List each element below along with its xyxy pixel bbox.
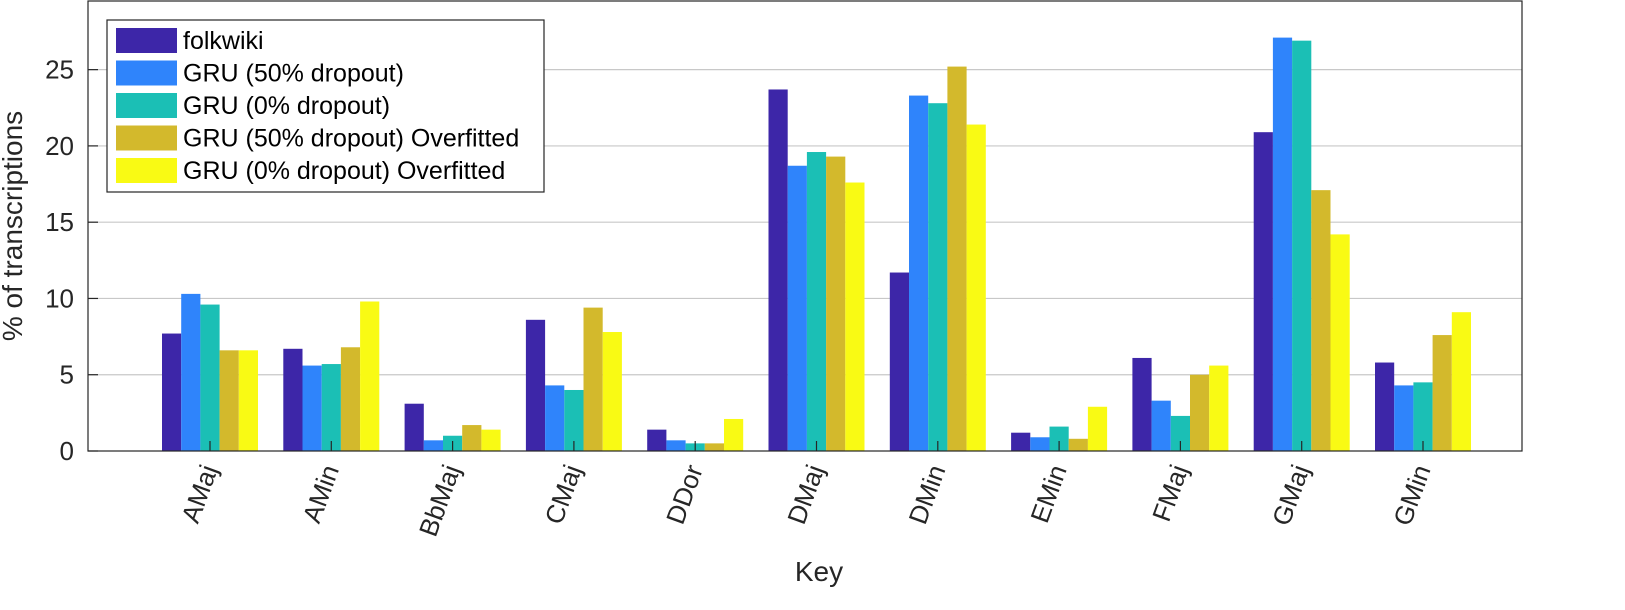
bar-EMin-2 — [1049, 426, 1069, 451]
bar-DMin-0 — [889, 272, 909, 451]
bar-CMaj-4 — [602, 332, 622, 451]
bar-AMaj-3 — [219, 350, 239, 451]
x-tick-label: DMaj — [781, 461, 830, 528]
y-axis-title: % of transcriptions — [0, 111, 28, 341]
bar-DMaj-4 — [845, 182, 865, 451]
y-tick-label: 5 — [60, 360, 74, 390]
bar-AMin-1 — [302, 365, 322, 451]
bar-AMin-3 — [340, 347, 361, 451]
legend-swatch — [116, 158, 177, 183]
bar-AMaj-1 — [181, 293, 201, 451]
bar-AMin-2 — [321, 364, 341, 451]
bar-GMin-3 — [1432, 335, 1452, 451]
x-tick-label: FMaj — [1146, 461, 1194, 526]
bar-AMin-0 — [283, 348, 303, 451]
legend-swatch — [116, 60, 177, 86]
bar-DMaj-1 — [787, 165, 807, 451]
bar-DMaj-2 — [806, 152, 827, 451]
bar-DMin-1 — [909, 95, 929, 452]
bar-GMaj-0 — [1253, 132, 1273, 451]
legend-label: GRU (0% dropout) — [183, 92, 390, 120]
y-tick-label: 25 — [45, 55, 74, 85]
x-tick-label: DMin — [902, 461, 951, 528]
legend-swatch — [116, 93, 177, 118]
bar-BbMaj-3 — [462, 425, 482, 451]
bar-GMaj-2 — [1292, 40, 1312, 452]
bar-EMin-4 — [1087, 406, 1108, 451]
bar-BbMaj-0 — [404, 403, 424, 451]
bar-DMaj-0 — [768, 89, 788, 451]
bar-GMaj-4 — [1330, 234, 1350, 451]
bar-EMin-1 — [1030, 437, 1050, 451]
x-tick-label: AMaj — [175, 461, 223, 527]
x-tick-label: BbMaj — [413, 461, 466, 541]
bar-GMin-4 — [1451, 312, 1471, 451]
y-tick-label: 10 — [45, 283, 74, 313]
legend-swatch — [116, 125, 177, 151]
bar-AMaj-2 — [200, 304, 220, 451]
bar-CMaj-3 — [583, 307, 603, 451]
bar-BbMaj-1 — [423, 440, 443, 451]
bar-GMaj-3 — [1311, 190, 1331, 452]
x-tick-label: DDor — [660, 460, 709, 528]
bar-EMin-3 — [1068, 438, 1088, 451]
legend-label: folkwiki — [183, 27, 264, 55]
bar-GMin-0 — [1375, 362, 1395, 451]
bar-CMaj-2 — [564, 389, 584, 451]
legend-label: GRU (50% dropout) Overfitted — [183, 125, 519, 153]
legend-swatch — [116, 28, 177, 53]
bar-FMaj-2 — [1170, 415, 1190, 451]
bar-DDor-3 — [704, 443, 724, 451]
y-tick-label: 0 — [60, 436, 74, 466]
bar-EMin-0 — [1011, 432, 1031, 451]
bar-FMaj-3 — [1190, 374, 1210, 451]
bar-DMin-3 — [947, 66, 967, 451]
legend-box — [106, 19, 545, 193]
bar-DDor-0 — [647, 429, 667, 451]
plot-frame — [87, 0, 1523, 452]
bar-AMaj-4 — [238, 350, 258, 451]
bar-GMin-1 — [1394, 385, 1414, 451]
bar-AMin-4 — [360, 301, 380, 451]
bar-CMaj-1 — [545, 385, 565, 451]
x-tick-label: GMaj — [1266, 461, 1315, 530]
bar-FMaj-4 — [1209, 365, 1229, 451]
legend-label: GRU (50% dropout) — [183, 60, 404, 88]
bar-DMaj-3 — [826, 156, 846, 452]
bar-GMaj-1 — [1272, 37, 1293, 451]
bar-DMin-4 — [966, 124, 986, 451]
x-tick-label: GMin — [1387, 461, 1436, 530]
y-tick-label: 15 — [45, 207, 74, 237]
x-tick-label: CMaj — [539, 461, 588, 528]
bar-FMaj-1 — [1151, 400, 1171, 451]
bars — [162, 37, 1471, 452]
x-axis-ticks: AMaj AMin BbMaj CMaj DDor DMaj DMin EMin FMaj GMa… — [175, 441, 1437, 541]
y-tick-label: 20 — [45, 131, 74, 161]
x-tick-label: EMin — [1024, 461, 1072, 527]
x-axis-title: Key — [795, 556, 843, 587]
bar-CMaj-0 — [525, 319, 546, 451]
bar-DDor-1 — [666, 440, 686, 451]
bar-GMin-2 — [1413, 382, 1433, 451]
legend: folkwiki GRU (50% dropout) GRU (0% dropout… — [106, 19, 545, 193]
bar-BbMaj-4 — [481, 429, 501, 451]
bar-DMin-2 — [928, 103, 948, 451]
bar-DDor-4 — [724, 418, 744, 451]
x-tick-label: AMin — [296, 461, 344, 527]
bar-AMaj-0 — [162, 333, 182, 451]
legend-label: GRU (0% dropout) Overfitted — [183, 157, 505, 185]
y-axis-ticks: 0 5 10 15 20 25 — [45, 55, 98, 466]
bar-FMaj-0 — [1132, 357, 1152, 451]
